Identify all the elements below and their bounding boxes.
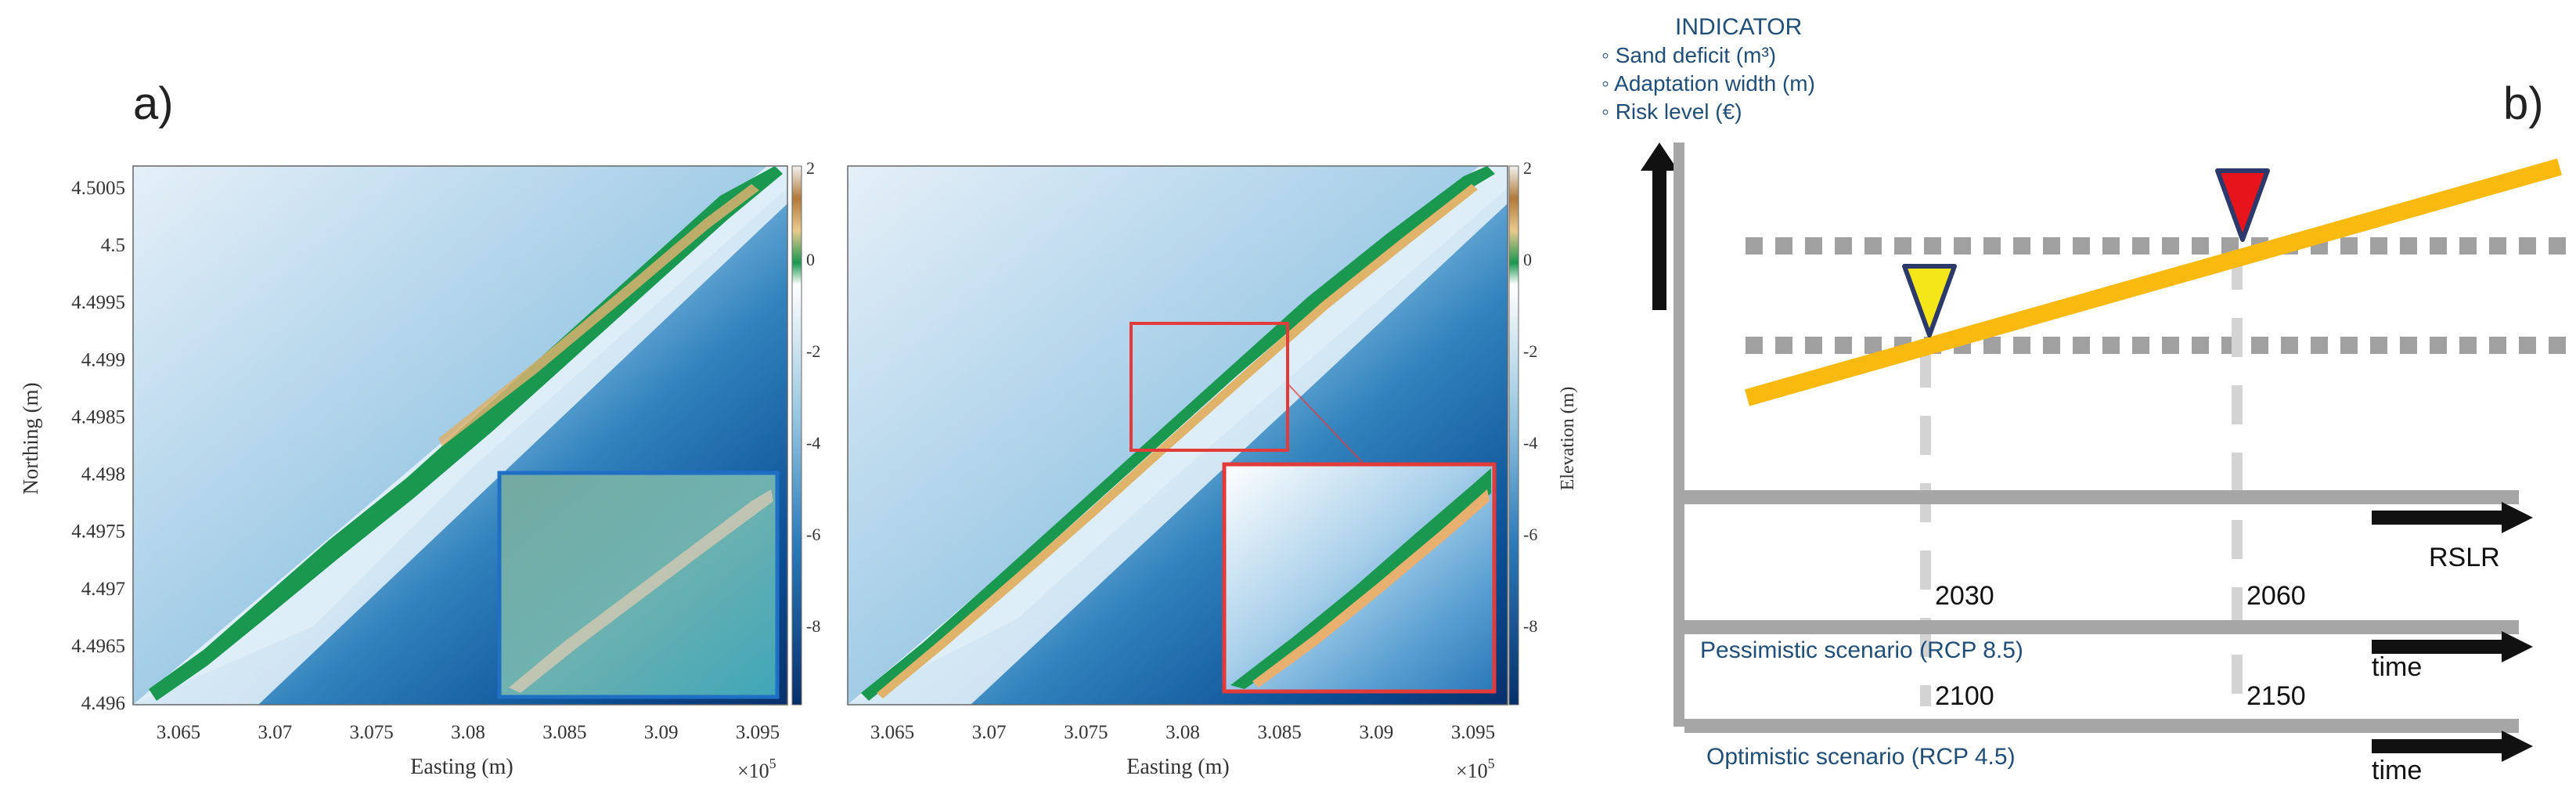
y-tick-label: 4.4985 [71,406,125,428]
vertical-timeline-axis [1673,143,1684,727]
indicator-axis-arrow-shaft [1652,166,1666,310]
y-tick-label: 4.4995 [71,292,125,313]
panel-b: b) INDICATOR ◦ Sand deficit (m³) ◦ Adapta… [1601,14,2567,785]
timeline-pessimistic [1684,620,2519,634]
x-tick-label: 3.095 [1451,722,1495,743]
y-tick-label: 4.5 [101,235,125,256]
y-tick-label: 4.4965 [71,636,125,657]
colorbar-tick-label: -4 [806,433,820,453]
x-tick-label: 3.085 [1258,722,1302,743]
x-tick-label: 3.065 [870,722,914,743]
timeline-rslr-label: RSLR [2429,543,2500,572]
colorbar-label: Elevation (m) [1558,387,1578,491]
indicator-title: INDICATOR [1675,14,1802,40]
x-tick-label: 3.075 [350,722,394,743]
arrow-time-optimistic [2372,731,2533,762]
y-tick-label: 4.4975 [71,521,125,543]
colorbar-right [1508,165,1519,706]
colorbar-tick-label: 2 [1523,158,1532,178]
x-tick-label: 3.07 [972,722,1007,743]
x-axis-label-right: Easting (m) [1126,755,1229,779]
map-left-photo-inset-sandbar [509,489,773,693]
timeline-pessimistic-label: time [2372,652,2422,682]
x-tick-label: 3.085 [542,722,586,743]
x-tick-label: 3.08 [1166,722,1200,743]
timeline-optimistic [1684,719,2519,733]
colorbar-tick-label: -8 [806,616,820,636]
tick-2100: 2100 [1935,681,1994,711]
map-left-dune [438,184,759,446]
indicator-item: ◦ Sand deficit (m³) [1601,43,1776,67]
colorbar-tick-label: 0 [1523,250,1532,269]
indicator-item: ◦ Adaptation width (m) [1601,71,1815,96]
colorbar-tick-label: -2 [806,341,820,361]
colorbar-tick-label: -8 [1523,616,1537,636]
indicator-item: ◦ Risk level (€) [1601,99,1742,124]
y-tick-label: 4.498 [81,464,125,485]
indicator-trend-line [1744,158,2563,406]
tick-2060: 2060 [2246,581,2306,611]
marker-yellow [1902,264,1957,337]
marker-red [2215,168,2270,242]
x-exponent-right: ×105 [1456,756,1495,782]
colorbar-tick-label: -2 [1523,341,1537,361]
x-tick-label: 3.07 [258,722,292,743]
colorbar-tick-label: -6 [806,525,820,544]
y-tick-label: 4.497 [81,579,125,600]
map-right-zoom-inset-barrier [1230,468,1491,689]
x-tick-label: 3.09 [644,722,679,743]
map-right-dune [877,184,1478,698]
map-right-zoom-inset-dune [1252,489,1490,687]
x-tick-label: 3.08 [451,722,485,743]
arrow-rslr [2372,502,2533,533]
y-tick-label: 4.499 [81,349,125,370]
scenario-optimistic: Optimistic scenario (RCP 4.5) [1706,744,2016,770]
map-right-zoom-region [1129,322,1289,452]
map-right-zoom-inset [1222,462,1497,694]
y-tick-label: 4.5005 [71,178,125,199]
map-right-barrier-island [861,166,1495,701]
colorbar-tick-label: -4 [1523,433,1537,453]
timeline-rslr [1684,490,2519,504]
x-tick-label: 3.095 [736,722,780,743]
x-tick-label: 3.065 [157,722,200,743]
panel-b-label: b) [2503,78,2544,129]
x-axis-label-left: Easting (m) [410,755,513,779]
x-tick-label: 3.09 [1359,722,1393,743]
x-exponent-left: ×105 [737,756,776,782]
colorbar-tick-label: 0 [806,250,815,269]
panel-a-label: a) [133,78,174,129]
timeline-optimistic-label: time [2372,756,2422,785]
map-right: 2 0 -2 -4 -6 -8 Elevation (m) 3.065 3.07 3.075 3… [847,158,1578,782]
colorbar-left [791,165,802,706]
indicator-axis-arrow-head [1641,143,1678,171]
tick-2030: 2030 [1935,581,1994,611]
y-tick-label: 4.496 [81,693,125,714]
arrow-time-pessimistic [2372,631,2533,662]
map-left: 2 0 -2 -4 -6 -8 4.5005 4.5 4.4995 4.499 4.4985 4.4… [19,158,820,782]
tick-2150: 2150 [2246,681,2306,711]
x-tick-label: 3.075 [1064,722,1108,743]
colorbar-tick-label: 2 [806,158,815,178]
y-axis-label: Northing (m) [19,382,42,494]
scenario-pessimistic: Pessimistic scenario (RCP 8.5) [1700,637,2023,663]
colorbar-tick-label: -6 [1523,525,1537,544]
